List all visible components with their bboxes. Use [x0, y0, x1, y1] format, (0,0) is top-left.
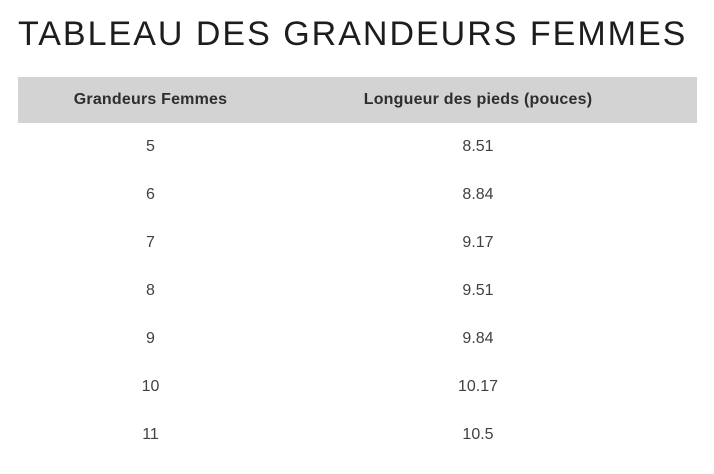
column-header-foot-length: Longueur des pieds (pouces) [283, 77, 673, 123]
column-header-sizes: Grandeurs Femmes [18, 77, 283, 123]
size-chart-page: TABLEAU DES GRANDEURS FEMMES Grandeurs F… [0, 14, 714, 474]
table-row: 5 8.51 [18, 123, 697, 171]
page-title: TABLEAU DES GRANDEURS FEMMES [18, 15, 688, 53]
size-cell: 10 [18, 363, 283, 411]
table-row: 8 9.51 [18, 267, 697, 315]
foot-length-cell: 8.51 [283, 123, 673, 171]
spacer-cell [673, 411, 697, 459]
spacer-cell [673, 219, 697, 267]
table-row: 9 9.84 [18, 315, 697, 363]
table-row: 10 10.17 [18, 363, 697, 411]
table-row: 11 10.5 [18, 411, 697, 459]
spacer-cell [673, 315, 697, 363]
size-cell: 8 [18, 267, 283, 315]
size-cell: 7 [18, 219, 283, 267]
table-row: 7 9.17 [18, 219, 697, 267]
table-row: 6 8.84 [18, 171, 697, 219]
column-header-spacer [673, 77, 697, 123]
spacer-cell [673, 123, 697, 171]
size-cell: 6 [18, 171, 283, 219]
spacer-cell [673, 363, 697, 411]
spacer-cell [673, 171, 697, 219]
foot-length-cell: 9.17 [283, 219, 673, 267]
spacer-cell [673, 267, 697, 315]
size-chart-table: Grandeurs Femmes Longueur des pieds (pou… [18, 77, 697, 459]
size-cell: 11 [18, 411, 283, 459]
table-body: 5 8.51 6 8.84 7 9.17 8 9.51 9 9.84 10 10.17 11 10.5 [18, 123, 697, 459]
foot-length-cell: 9.51 [283, 267, 673, 315]
table-header-row: Grandeurs Femmes Longueur des pieds (pou… [18, 77, 697, 123]
foot-length-cell: 9.84 [283, 315, 673, 363]
size-cell: 9 [18, 315, 283, 363]
foot-length-cell: 8.84 [283, 171, 673, 219]
size-cell: 5 [18, 123, 283, 171]
foot-length-cell: 10.5 [283, 411, 673, 459]
foot-length-cell: 10.17 [283, 363, 673, 411]
